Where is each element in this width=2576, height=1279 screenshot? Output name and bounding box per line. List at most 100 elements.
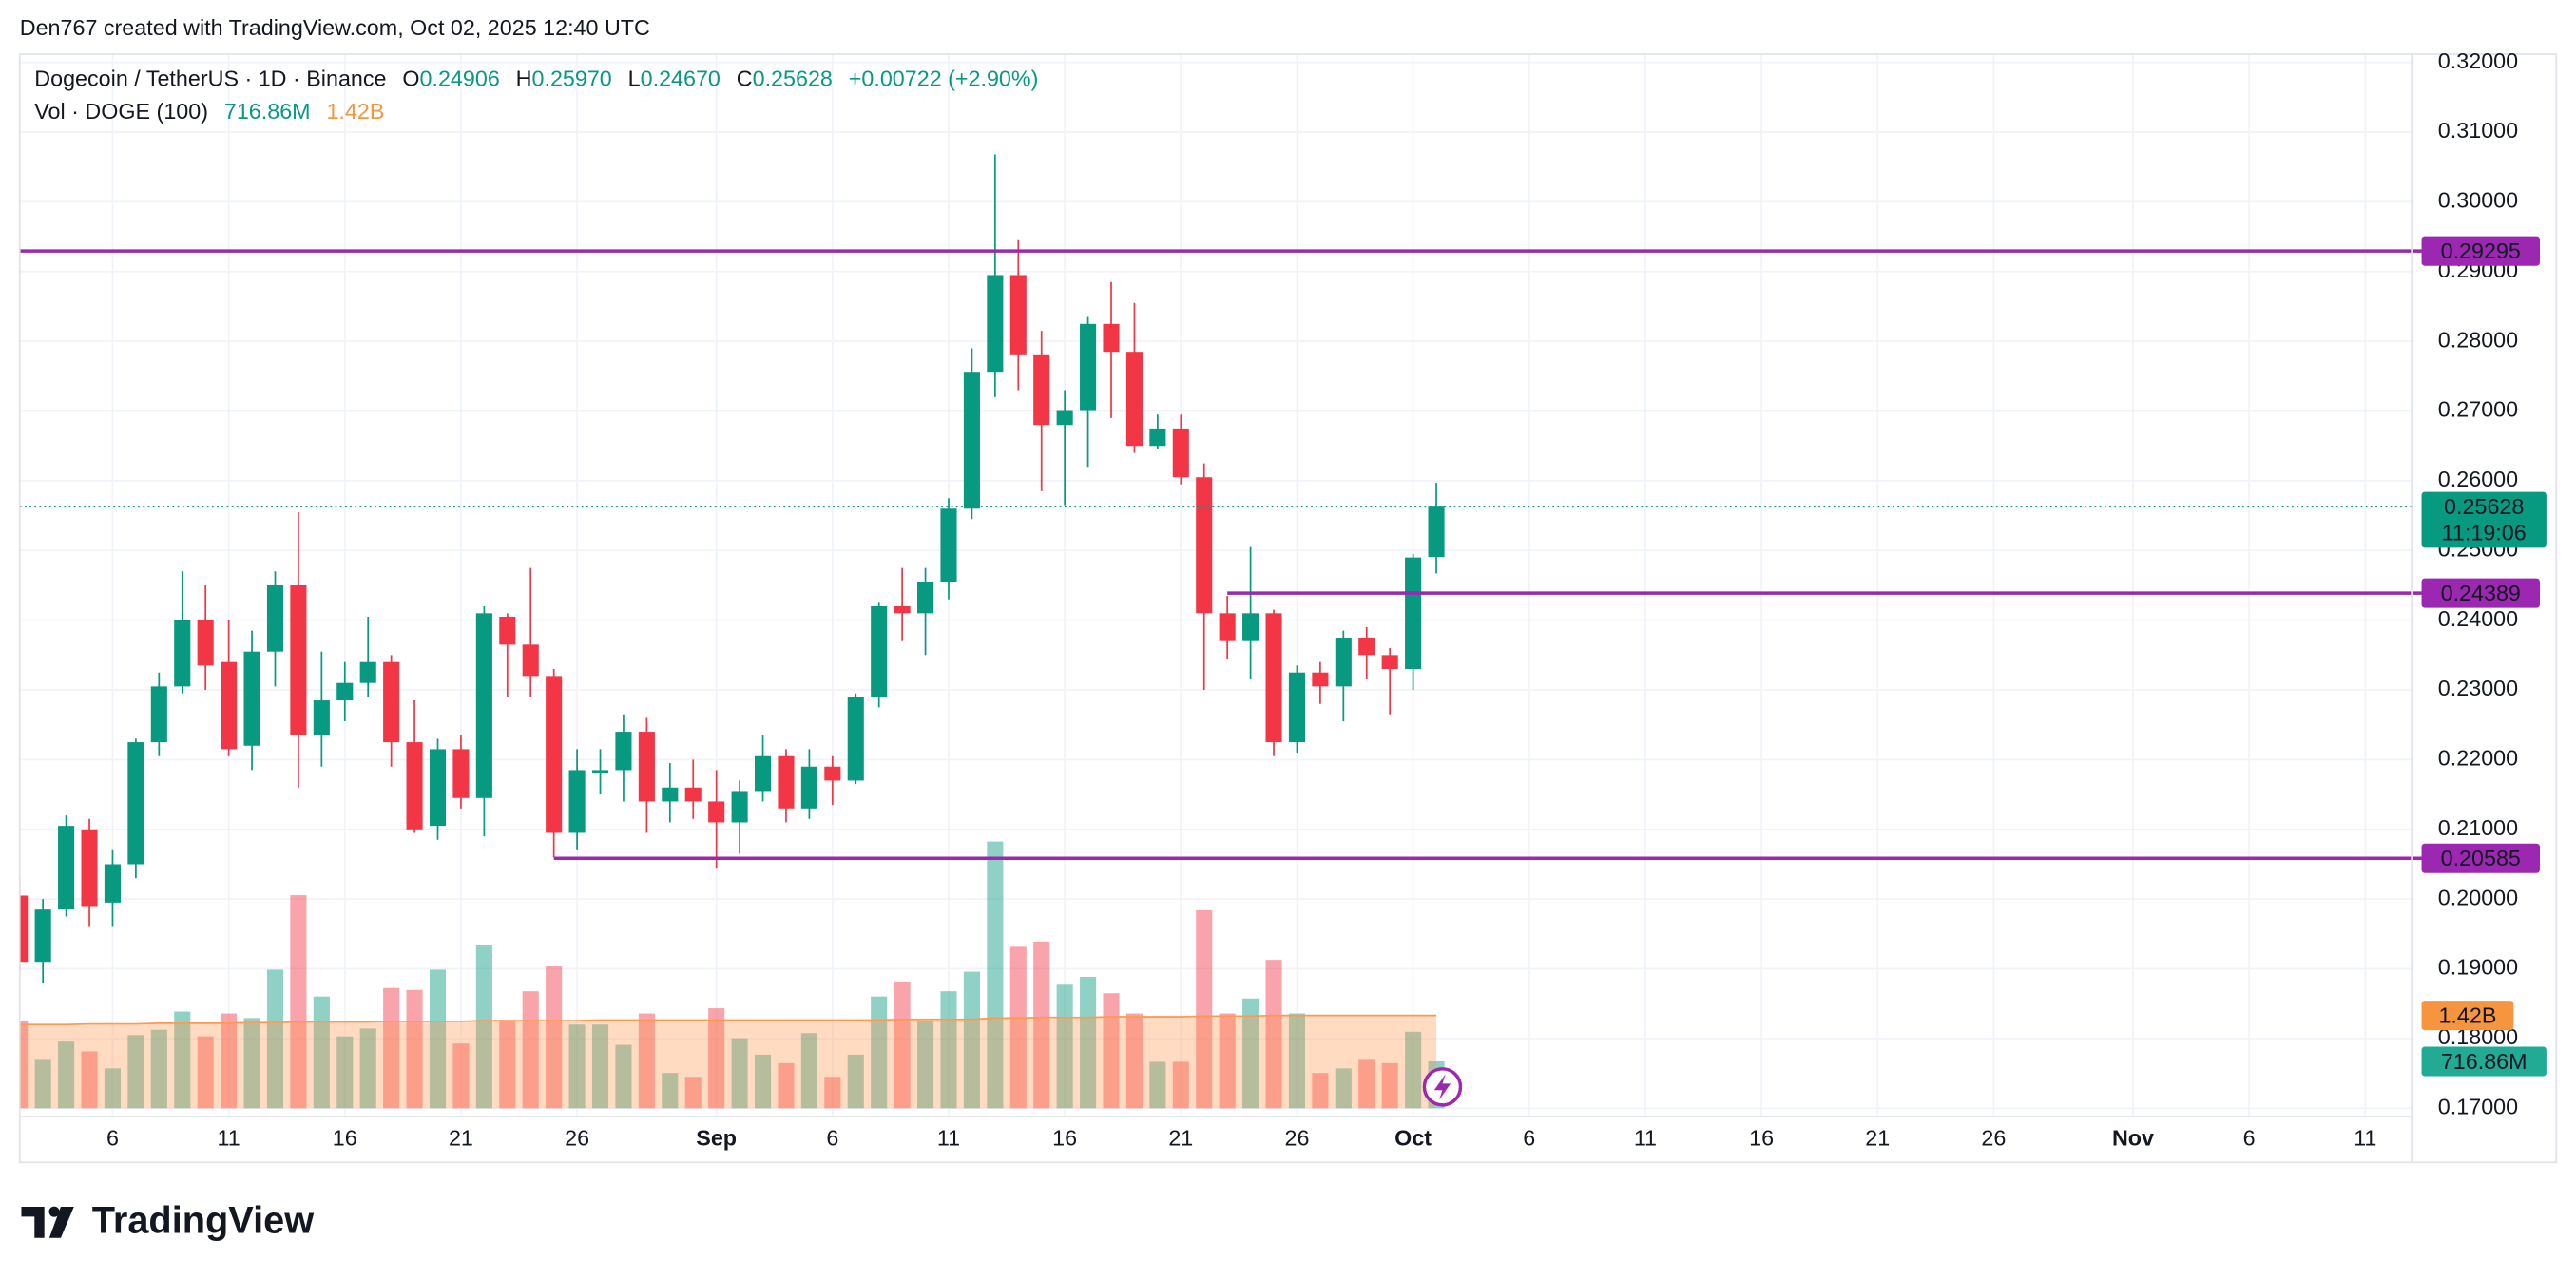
volume-bar xyxy=(1125,1013,1143,1109)
candle-body xyxy=(754,755,772,792)
volume-bar xyxy=(638,1013,655,1109)
y-tick-label: 0.19000 xyxy=(2438,955,2518,980)
volume-bar xyxy=(104,1068,122,1109)
candle-body xyxy=(452,749,470,798)
volume-bar xyxy=(1358,1059,1375,1109)
volume-bar xyxy=(1056,984,1073,1109)
candle-body xyxy=(1381,655,1398,670)
volume-bar xyxy=(963,971,980,1109)
volume-bar xyxy=(568,1024,586,1109)
candle-body xyxy=(1033,354,1050,426)
legend-header: Dogecoin / TetherUS · 1D · Binance O0.24… xyxy=(34,67,1038,91)
candle-body xyxy=(638,732,655,802)
x-tick-label: 21 xyxy=(449,1125,473,1150)
volume-bar xyxy=(987,841,1004,1109)
volume-bar xyxy=(1405,1031,1422,1109)
candle-body xyxy=(568,770,586,833)
candle-layer xyxy=(19,154,1445,983)
volume-bar xyxy=(499,1020,516,1109)
alert-icon xyxy=(1422,1067,1463,1107)
candle-body xyxy=(197,620,214,666)
candle-body xyxy=(290,584,307,735)
candle-body xyxy=(1196,477,1213,614)
volume-bar xyxy=(1242,998,1259,1109)
last-price-badge xyxy=(2421,491,2547,548)
volume-bar xyxy=(1265,960,1282,1109)
candle-body xyxy=(800,766,817,809)
countdown-label: 11:19:06 xyxy=(2442,521,2527,545)
volume-bar xyxy=(1172,1061,1189,1109)
x-tick-label: 26 xyxy=(1284,1125,1309,1150)
x-tick-label: 6 xyxy=(2243,1125,2256,1150)
open-label: O xyxy=(402,67,419,91)
volume-bar xyxy=(591,1024,609,1109)
volume-bar xyxy=(1103,993,1120,1109)
symbol: Dogecoin / TetherUS · 1D · Binance xyxy=(34,67,386,91)
volume-bar xyxy=(475,945,492,1109)
open-value: 0.24906 xyxy=(420,67,500,91)
volume-bar xyxy=(34,1059,51,1109)
volume-bar xyxy=(58,1041,75,1109)
volume-name: Vol · DOGE (100) xyxy=(34,99,208,124)
candle-body xyxy=(19,895,29,963)
x-tick-label: 6 xyxy=(1523,1125,1535,1150)
volume-layer xyxy=(19,841,1445,1109)
volume-bar xyxy=(452,1043,470,1109)
high-value: 0.25970 xyxy=(532,67,612,91)
candle-body xyxy=(847,697,864,781)
candle-body xyxy=(591,770,609,774)
candle-body xyxy=(359,661,376,683)
last-price-label: 0.25628 xyxy=(2444,494,2524,519)
volume-bar xyxy=(1312,1073,1329,1109)
candle-body xyxy=(1405,557,1422,670)
volume-bar xyxy=(684,1077,702,1109)
y-tick-label: 0.21000 xyxy=(2438,815,2518,840)
volume-bar xyxy=(429,969,447,1109)
x-tick-label: 16 xyxy=(1749,1125,1774,1150)
candle-body xyxy=(81,829,98,907)
candle-body xyxy=(824,766,841,781)
level-badge xyxy=(2421,843,2540,873)
grid xyxy=(19,54,2413,1117)
level-badge xyxy=(2421,236,2540,266)
volume-bar xyxy=(1033,941,1050,1109)
y-tick-label: 0.31000 xyxy=(2438,118,2518,143)
candle-body xyxy=(174,620,191,687)
candle-body xyxy=(1288,672,1306,743)
low-value: 0.24670 xyxy=(641,67,721,91)
x-tick-label: 16 xyxy=(1052,1125,1077,1150)
candle-body xyxy=(1428,506,1445,558)
volume-bar xyxy=(127,1035,144,1109)
volume-bar xyxy=(1149,1061,1166,1109)
volume-bar xyxy=(150,1029,167,1109)
x-tick-label: 26 xyxy=(565,1125,589,1150)
candle-body xyxy=(1242,613,1259,641)
volume-bar xyxy=(1288,1013,1306,1109)
volume-bar xyxy=(662,1073,679,1109)
volume-bar xyxy=(221,1013,238,1109)
y-tick-label: 0.28000 xyxy=(2438,327,2518,352)
y-tick-label: 0.27000 xyxy=(2438,397,2518,422)
candle-body xyxy=(150,686,167,743)
y-tick-label: 0.17000 xyxy=(2438,1094,2518,1118)
candle-body xyxy=(243,651,260,746)
x-tick-label: 6 xyxy=(826,1125,838,1150)
volume-badge-label: 716.86M xyxy=(2441,1049,2528,1074)
volume-bar xyxy=(383,987,400,1109)
candle-body xyxy=(894,605,911,614)
volume-bar xyxy=(894,981,911,1109)
candle-body xyxy=(778,755,795,809)
candle-body xyxy=(104,864,122,903)
y-tick-label: 0.20000 xyxy=(2438,885,2518,909)
x-tick-label: Nov xyxy=(2112,1125,2154,1150)
x-tick-label: 11 xyxy=(218,1125,240,1150)
candle-body xyxy=(1080,323,1097,411)
close-value: 0.25628 xyxy=(753,67,833,91)
candle-body xyxy=(1312,672,1329,687)
candle-body xyxy=(662,787,679,802)
volume-bar xyxy=(847,1054,864,1109)
candle-body xyxy=(731,791,748,823)
x-tick-label: 16 xyxy=(333,1125,357,1150)
volume-ma-area xyxy=(19,1015,1437,1109)
